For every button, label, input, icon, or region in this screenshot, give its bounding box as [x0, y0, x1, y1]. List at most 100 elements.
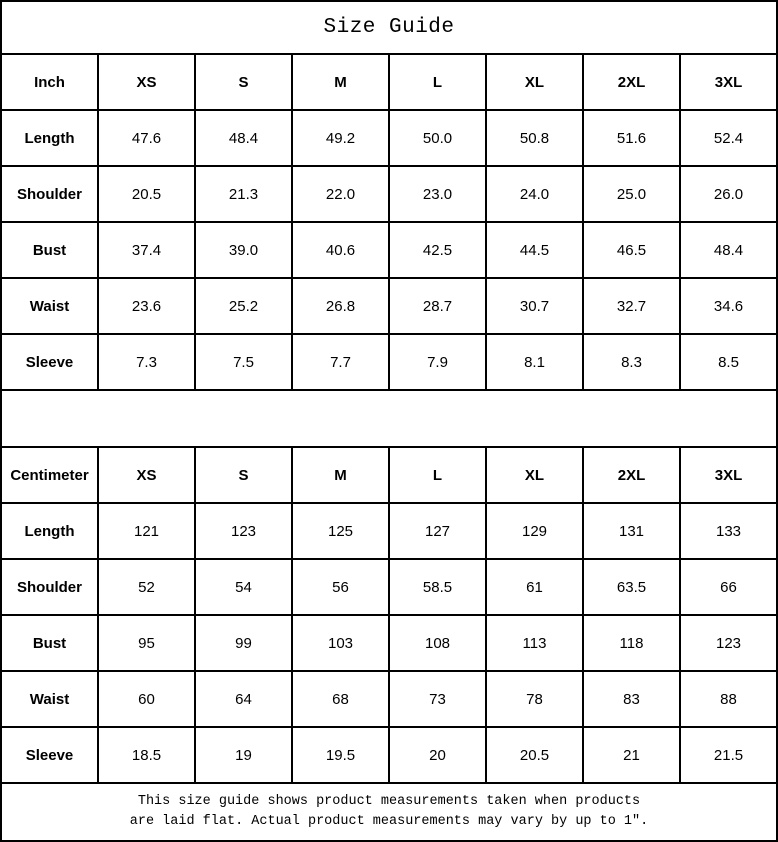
row-label: Bust [0, 614, 99, 672]
cell-value: 133 [679, 502, 778, 560]
cell-value: 52 [97, 558, 196, 616]
cell-value: 46.5 [582, 221, 681, 279]
cell-value: 121 [97, 502, 196, 560]
cell-value: 51.6 [582, 109, 681, 167]
unit-header: Inch [0, 53, 99, 111]
cell-value: 26.8 [291, 277, 390, 335]
cell-value: 48.4 [679, 221, 778, 279]
cell-value: 19.5 [291, 726, 390, 784]
footer-row: This size guide shows product measuremen… [0, 782, 778, 842]
cell-value: 58.5 [388, 558, 487, 616]
column-header: XL [485, 53, 584, 111]
cell-value: 23.0 [388, 165, 487, 223]
column-header: 3XL [679, 53, 778, 111]
table-row: Bust 37.4 39.0 40.6 42.5 44.5 46.5 48.4 [0, 221, 778, 279]
cell-value: 95 [97, 614, 196, 672]
column-header: M [291, 53, 390, 111]
cell-value: 49.2 [291, 109, 390, 167]
title-row: Size Guide [0, 0, 778, 55]
cell-value: 21.3 [194, 165, 293, 223]
table-row: Sleeve 7.3 7.5 7.7 7.9 8.1 8.3 8.5 [0, 333, 778, 391]
cell-value: 7.9 [388, 333, 487, 391]
cell-value: 60 [97, 670, 196, 728]
footer-note: This size guide shows product measuremen… [0, 782, 778, 842]
cell-value: 78 [485, 670, 584, 728]
table-row: Shoulder 52 54 56 58.5 61 63.5 66 [0, 558, 778, 616]
cell-value: 66 [679, 558, 778, 616]
row-label: Length [0, 502, 99, 560]
cell-value: 19 [194, 726, 293, 784]
cell-value: 50.8 [485, 109, 584, 167]
row-label: Length [0, 109, 99, 167]
column-header: 3XL [679, 446, 778, 504]
cell-value: 20.5 [485, 726, 584, 784]
cell-value: 118 [582, 614, 681, 672]
cell-value: 123 [194, 502, 293, 560]
cell-value: 32.7 [582, 277, 681, 335]
table-row: Bust 95 99 103 108 113 118 123 [0, 614, 778, 672]
cell-value: 61 [485, 558, 584, 616]
cell-value: 40.6 [291, 221, 390, 279]
cell-value: 24.0 [485, 165, 584, 223]
footer-note-line2: are laid flat. Actual product measuremen… [129, 814, 649, 829]
cell-value: 88 [679, 670, 778, 728]
row-label: Waist [0, 277, 99, 335]
table-row: Sleeve 18.5 19 19.5 20 20.5 21 21.5 [0, 726, 778, 784]
row-label: Bust [0, 221, 99, 279]
cell-value: 20.5 [97, 165, 196, 223]
unit-header: Centimeter [0, 446, 99, 504]
cell-value: 131 [582, 502, 681, 560]
cell-value: 113 [485, 614, 584, 672]
cell-value: 99 [194, 614, 293, 672]
column-header: L [388, 53, 487, 111]
page-title: Size Guide [0, 0, 778, 55]
cell-value: 83 [582, 670, 681, 728]
cell-value: 68 [291, 670, 390, 728]
cell-value: 63.5 [582, 558, 681, 616]
column-header: L [388, 446, 487, 504]
cell-value: 8.1 [485, 333, 584, 391]
cell-value: 123 [679, 614, 778, 672]
cell-value: 25.2 [194, 277, 293, 335]
cell-value: 26.0 [679, 165, 778, 223]
cell-value: 125 [291, 502, 390, 560]
cell-value: 7.3 [97, 333, 196, 391]
cell-value: 7.5 [194, 333, 293, 391]
cell-value: 28.7 [388, 277, 487, 335]
cell-value: 129 [485, 502, 584, 560]
size-header-row-inch: Inch XS S M L XL 2XL 3XL [0, 53, 778, 111]
cell-value: 8.5 [679, 333, 778, 391]
column-header: XS [97, 446, 196, 504]
column-header: XS [97, 53, 196, 111]
cell-value: 39.0 [194, 221, 293, 279]
cell-value: 47.6 [97, 109, 196, 167]
cell-value: 23.6 [97, 277, 196, 335]
table-row: Shoulder 20.5 21.3 22.0 23.0 24.0 25.0 26.0 [0, 165, 778, 223]
cell-value: 108 [388, 614, 487, 672]
spacer-row [0, 389, 778, 448]
cell-value: 34.6 [679, 277, 778, 335]
column-header: S [194, 446, 293, 504]
cell-value: 54 [194, 558, 293, 616]
cell-value: 42.5 [388, 221, 487, 279]
table-row: Waist 23.6 25.2 26.8 28.7 30.7 32.7 34.6 [0, 277, 778, 335]
column-header: 2XL [582, 53, 681, 111]
cell-value: 20 [388, 726, 487, 784]
cell-value: 37.4 [97, 221, 196, 279]
cell-value: 18.5 [97, 726, 196, 784]
cell-value: 48.4 [194, 109, 293, 167]
cell-value: 22.0 [291, 165, 390, 223]
cell-value: 127 [388, 502, 487, 560]
cell-value: 52.4 [679, 109, 778, 167]
row-label: Sleeve [0, 726, 99, 784]
footer-note-line1: This size guide shows product measuremen… [137, 794, 641, 809]
cell-value: 64 [194, 670, 293, 728]
cell-value: 73 [388, 670, 487, 728]
cell-value: 7.7 [291, 333, 390, 391]
size-header-row-centimeter: Centimeter XS S M L XL 2XL 3XL [0, 446, 778, 504]
table-row: Length 121 123 125 127 129 131 133 [0, 502, 778, 560]
cell-value: 21 [582, 726, 681, 784]
